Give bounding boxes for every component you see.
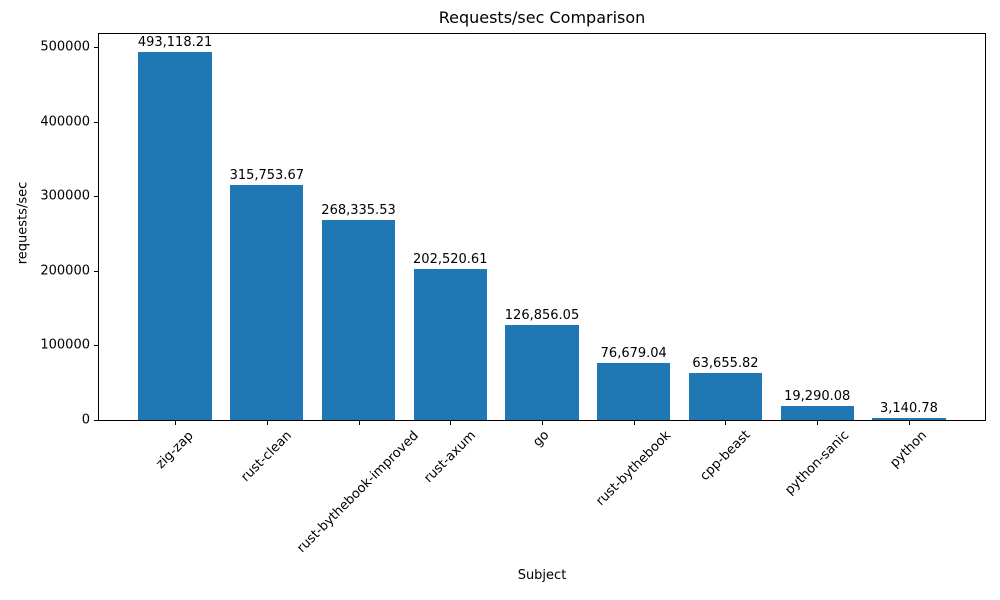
bar-value-label: 315,753.67 (229, 167, 304, 183)
x-tick-label: rust-axum (420, 428, 479, 487)
bar-rust-bythebook (597, 362, 671, 420)
y-tick-label: 0 (81, 412, 90, 428)
bar-go (505, 325, 579, 420)
y-tick-label: 200000 (40, 263, 90, 279)
x-tick-mark (542, 421, 543, 425)
y-tick-mark (94, 196, 98, 198)
bar-rust-clean (230, 184, 304, 420)
bar-value-label: 202,520.61 (413, 252, 488, 268)
x-tick-label: cpp-beast (697, 427, 754, 485)
x-tick-label: zig-zap (153, 427, 197, 472)
y-tick-label: 500000 (40, 39, 90, 55)
bar-value-label: 76,679.04 (600, 345, 667, 361)
y-tick-mark (94, 121, 98, 123)
x-tick-mark (633, 421, 635, 425)
x-tick-mark (266, 421, 268, 425)
x-tick-label: python-sanic (781, 428, 852, 499)
bar-value-label: 493,118.21 (137, 35, 213, 51)
bar-value-label: 3,140.78 (879, 400, 938, 416)
x-tick-label: go (530, 428, 553, 451)
y-tick-mark (94, 345, 98, 347)
y-tick-label: 100000 (40, 337, 90, 353)
x-tick-mark (725, 421, 727, 425)
bar-value-label: 126,856.05 (504, 308, 580, 324)
y-tick-mark (94, 270, 98, 272)
y-tick-label: 400000 (40, 114, 90, 130)
bar-value-label: 19,290.08 (784, 388, 851, 404)
x-tick-label: rust-clean (238, 428, 295, 485)
x-tick-mark (817, 421, 819, 425)
bar-cpp-beast (688, 372, 763, 420)
x-axis-label: Subject (517, 568, 567, 583)
x-tick-mark (358, 421, 360, 425)
plot-area (98, 33, 986, 421)
x-tick-mark (908, 421, 910, 425)
bar-rust-axum (413, 269, 487, 420)
y-tick-label: 300000 (40, 188, 90, 204)
bar-zig-zap (138, 52, 212, 420)
bar-python (872, 417, 946, 420)
x-tick-mark (450, 421, 452, 425)
bar-value-label: 63,655.82 (692, 355, 759, 371)
x-tick-label: rust-bythebook (593, 428, 674, 509)
bar-value-label: 268,335.53 (321, 202, 396, 218)
bar-python-sanic (780, 405, 854, 420)
x-tick-mark (175, 421, 177, 425)
x-tick-label: rust-bythebook-improved (294, 428, 423, 556)
bar-rust-bythebook-improved (321, 219, 396, 420)
chart-title: Requests/sec Comparison (438, 8, 646, 27)
y-axis-label: requests/sec (15, 181, 31, 265)
y-tick-mark (94, 420, 98, 421)
y-tick-mark (94, 47, 98, 49)
x-tick-label: python (887, 427, 931, 471)
